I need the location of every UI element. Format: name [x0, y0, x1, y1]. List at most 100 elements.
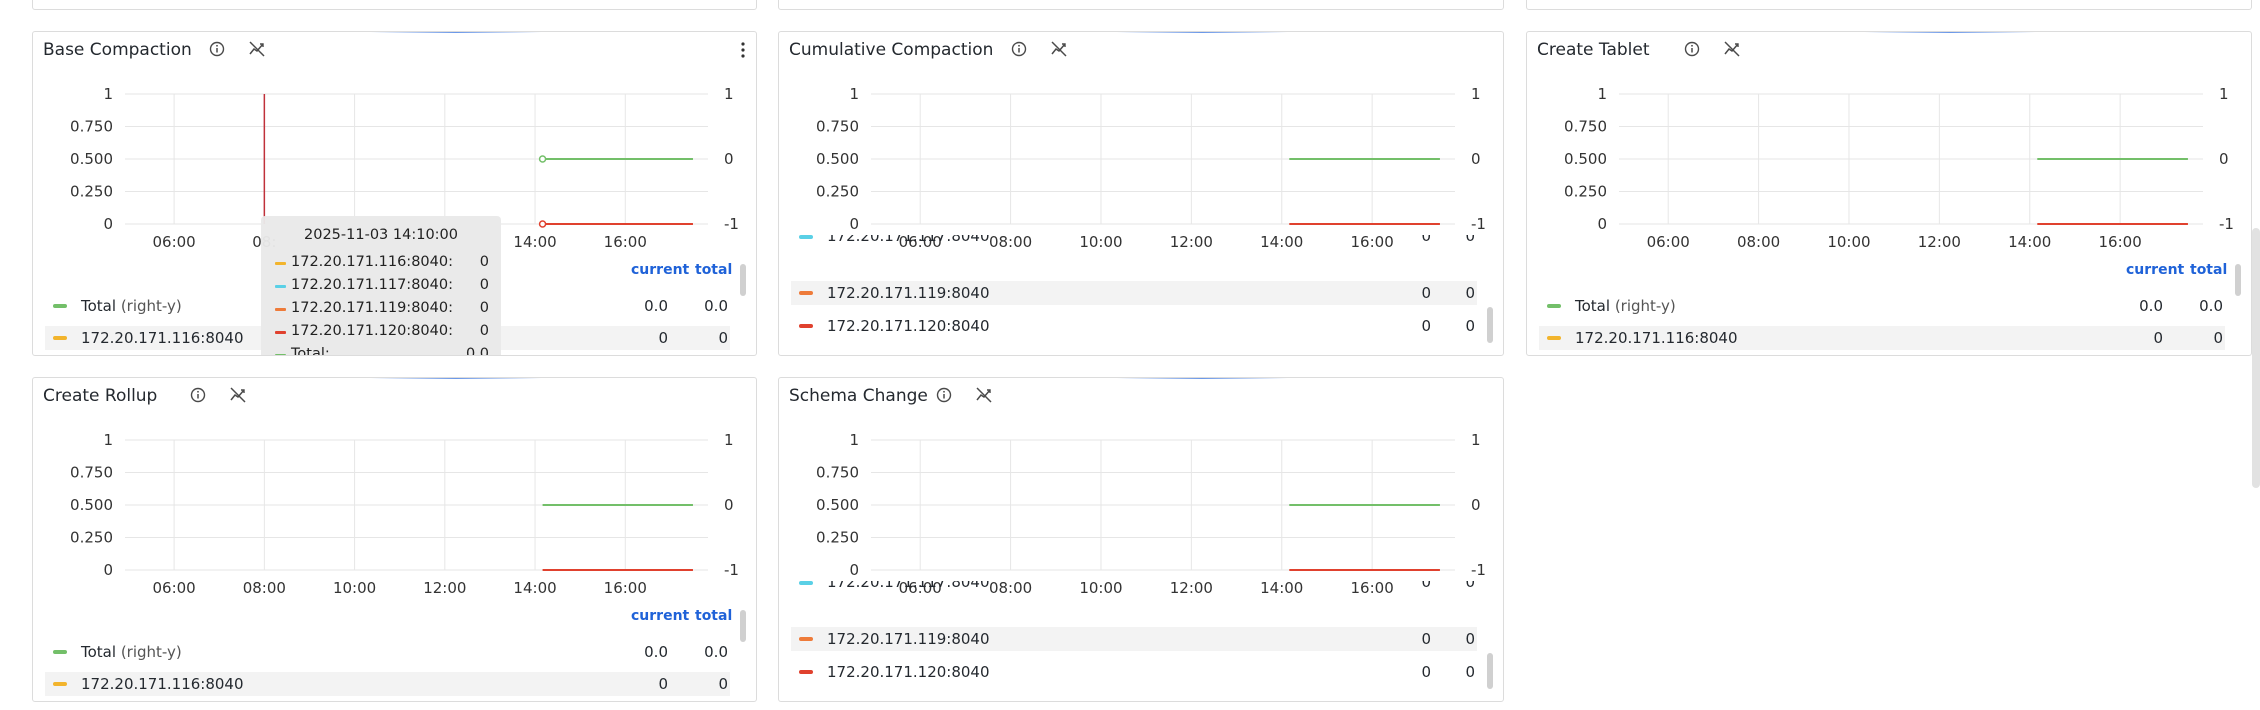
y-left-tick-label: 0.500	[70, 150, 113, 168]
y-left-tick-label: 0.750	[816, 464, 859, 482]
tooltip-row: Total: 0.0	[275, 346, 489, 355]
legend-row[interactable]: 172.20.171.119:8040 0 0	[791, 281, 1477, 305]
x-tick-label: 14:00	[1260, 579, 1303, 597]
legend-row[interactable]: Total (right-y) 0.0 0.0	[45, 640, 730, 664]
legend-current-value: 0	[2153, 329, 2163, 347]
legend-series-label: 172.20.171.119:8040	[827, 284, 990, 302]
legend-series-name: 172.20.171.120:8040	[827, 317, 990, 335]
y-left-tick-label: 0.500	[816, 496, 859, 514]
legend-scrollbar[interactable]	[2235, 264, 2241, 296]
legend-row[interactable]: 172.20.171.116:8040 0 0	[1539, 326, 2225, 350]
y-left-tick-label: 0	[849, 561, 859, 579]
panel-title[interactable]: Cumulative Compaction	[789, 40, 994, 60]
panel-title[interactable]: Create Rollup	[43, 386, 158, 406]
tooltip-series-name: 172.20.171.116:8040:	[291, 254, 453, 270]
trend-off-icon[interactable]	[229, 386, 247, 404]
chart: 0 0.250 0.500 0.750 1 -1 0 1 06:00 08:00 10:00 12:0…	[70, 431, 739, 597]
legend-series-name: 172.20.171.117:8040	[827, 581, 990, 591]
panel-title[interactable]: Create Tablet	[1537, 40, 1650, 60]
x-tick-label: 16:00	[604, 233, 647, 251]
info-icon[interactable]	[189, 386, 207, 404]
legend-header-total[interactable]: total	[695, 262, 733, 278]
legend-row[interactable]: 172.20.171.116:8040 0 0	[45, 672, 730, 696]
x-tick-label: 08:00	[243, 579, 286, 597]
panel-title[interactable]: Schema Change	[789, 386, 928, 406]
x-tick-label: 12:00	[1170, 233, 1213, 251]
legend-header-current[interactable]: current	[2126, 262, 2185, 278]
trend-off-icon[interactable]	[975, 386, 993, 404]
legend-row[interactable]: Total (right-y) 0.0 0.0	[45, 294, 730, 318]
y-left-tick-label: 0.250	[1564, 183, 1607, 201]
legend-series-name: 172.20.171.119:8040	[827, 630, 990, 648]
legend-total-value: 0	[718, 675, 728, 693]
legend-header-total[interactable]: total	[2190, 262, 2228, 278]
legend-total-value: 0	[1465, 630, 1475, 648]
legend-scrollbar[interactable]	[1487, 653, 1493, 689]
panel-title[interactable]: Base Compaction	[43, 40, 192, 60]
legend-series-label: Total	[1575, 297, 1611, 315]
y-left-tick-label: 0	[103, 215, 113, 233]
legend-total-value: 0	[1465, 284, 1475, 302]
legend-header-current[interactable]: current	[631, 608, 690, 624]
legend-series-name: Total (right-y)	[1575, 297, 1676, 315]
legend-series-name: Total (right-y)	[81, 643, 182, 661]
panel-menu-icon[interactable]	[740, 41, 746, 59]
info-icon[interactable]	[1683, 40, 1701, 58]
x-tick-label: 10:00	[333, 579, 376, 597]
legend-row[interactable]: 172.20.171.117:8040 0 0	[791, 235, 1477, 247]
legend-scrollbar[interactable]	[1487, 307, 1493, 343]
legend-scrollbar[interactable]	[740, 264, 746, 296]
legend-swatch	[1547, 304, 1561, 308]
legend-swatch	[53, 650, 67, 654]
legend-current-value: 0	[658, 675, 668, 693]
x-tick-label: 16:00	[604, 579, 647, 597]
y-right-tick-label: 1	[724, 85, 734, 103]
legend-row[interactable]: 172.20.171.119:8040 0 0	[791, 627, 1477, 651]
tooltip-series-name: 172.20.171.119:8040:	[291, 300, 453, 316]
tooltip-series-value: 0	[479, 254, 489, 270]
legend-row[interactable]: Total (right-y) 0.0 0.0	[1539, 294, 2225, 318]
legend-total-value: 0	[1465, 663, 1475, 681]
legend-current-value: 0	[1421, 317, 1431, 335]
info-icon[interactable]	[208, 40, 226, 58]
info-icon[interactable]	[1010, 40, 1028, 58]
tooltip-swatch	[275, 331, 286, 334]
legend-header-total[interactable]: total	[695, 608, 733, 624]
y-left-tick-label: 0.250	[70, 529, 113, 547]
legend-swatch	[53, 336, 67, 340]
panel-loading-glow	[1117, 32, 1287, 33]
chart: 0 0.250 0.500 0.750 1 -1 0 1 06:00 08:00 10:00 12:0…	[1564, 85, 2234, 251]
y-right-tick-label: 0	[1471, 150, 1481, 168]
tooltip-series-value: 0	[479, 323, 489, 339]
panel-base-compaction: Base Compaction 0 0.250 0.500 0.750 1 -1 0 1 06:0…	[32, 31, 757, 356]
info-icon[interactable]	[935, 386, 953, 404]
legend-row[interactable]: 172.20.171.120:8040 0 0	[791, 660, 1477, 684]
legend-scrollbar[interactable]	[740, 610, 746, 642]
x-tick-label: 14:00	[2008, 233, 2051, 251]
panel-loading-glow	[1117, 378, 1287, 379]
panel-loading-glow	[370, 378, 541, 379]
legend-row[interactable]: 172.20.171.120:8040 0 0	[791, 314, 1477, 338]
legend-current-value: 0	[1421, 581, 1431, 591]
chart: 0 0.250 0.500 0.750 1 -1 0 1 06:00 08:00 10:00 12:0…	[816, 431, 1486, 597]
y-left-tick-label: 0.500	[70, 496, 113, 514]
y-left-tick-label: 0	[103, 561, 113, 579]
legend-header-current[interactable]: current	[631, 262, 690, 278]
legend-swatch	[799, 324, 813, 328]
trend-off-icon[interactable]	[1723, 40, 1741, 58]
y-left-tick-label: 0.750	[1564, 118, 1607, 136]
trend-off-icon[interactable]	[1050, 40, 1068, 58]
legend-row[interactable]: 172.20.171.117:8040 0 0	[791, 581, 1477, 593]
y-right-tick-label: -1	[724, 561, 739, 579]
trend-off-icon[interactable]	[248, 40, 266, 58]
y-left-tick-label: 0.500	[816, 150, 859, 168]
x-tick-label: 06:00	[152, 233, 195, 251]
legend-swatch	[799, 670, 813, 674]
y-left-tick-label: 1	[849, 85, 859, 103]
x-tick-label: 16:00	[1351, 579, 1394, 597]
page-scrollbar[interactable]	[2252, 228, 2260, 488]
legend-series-name: Total (right-y)	[81, 297, 182, 315]
x-tick-label: 12:00	[1918, 233, 1961, 251]
x-tick-label: 06:00	[899, 579, 942, 597]
